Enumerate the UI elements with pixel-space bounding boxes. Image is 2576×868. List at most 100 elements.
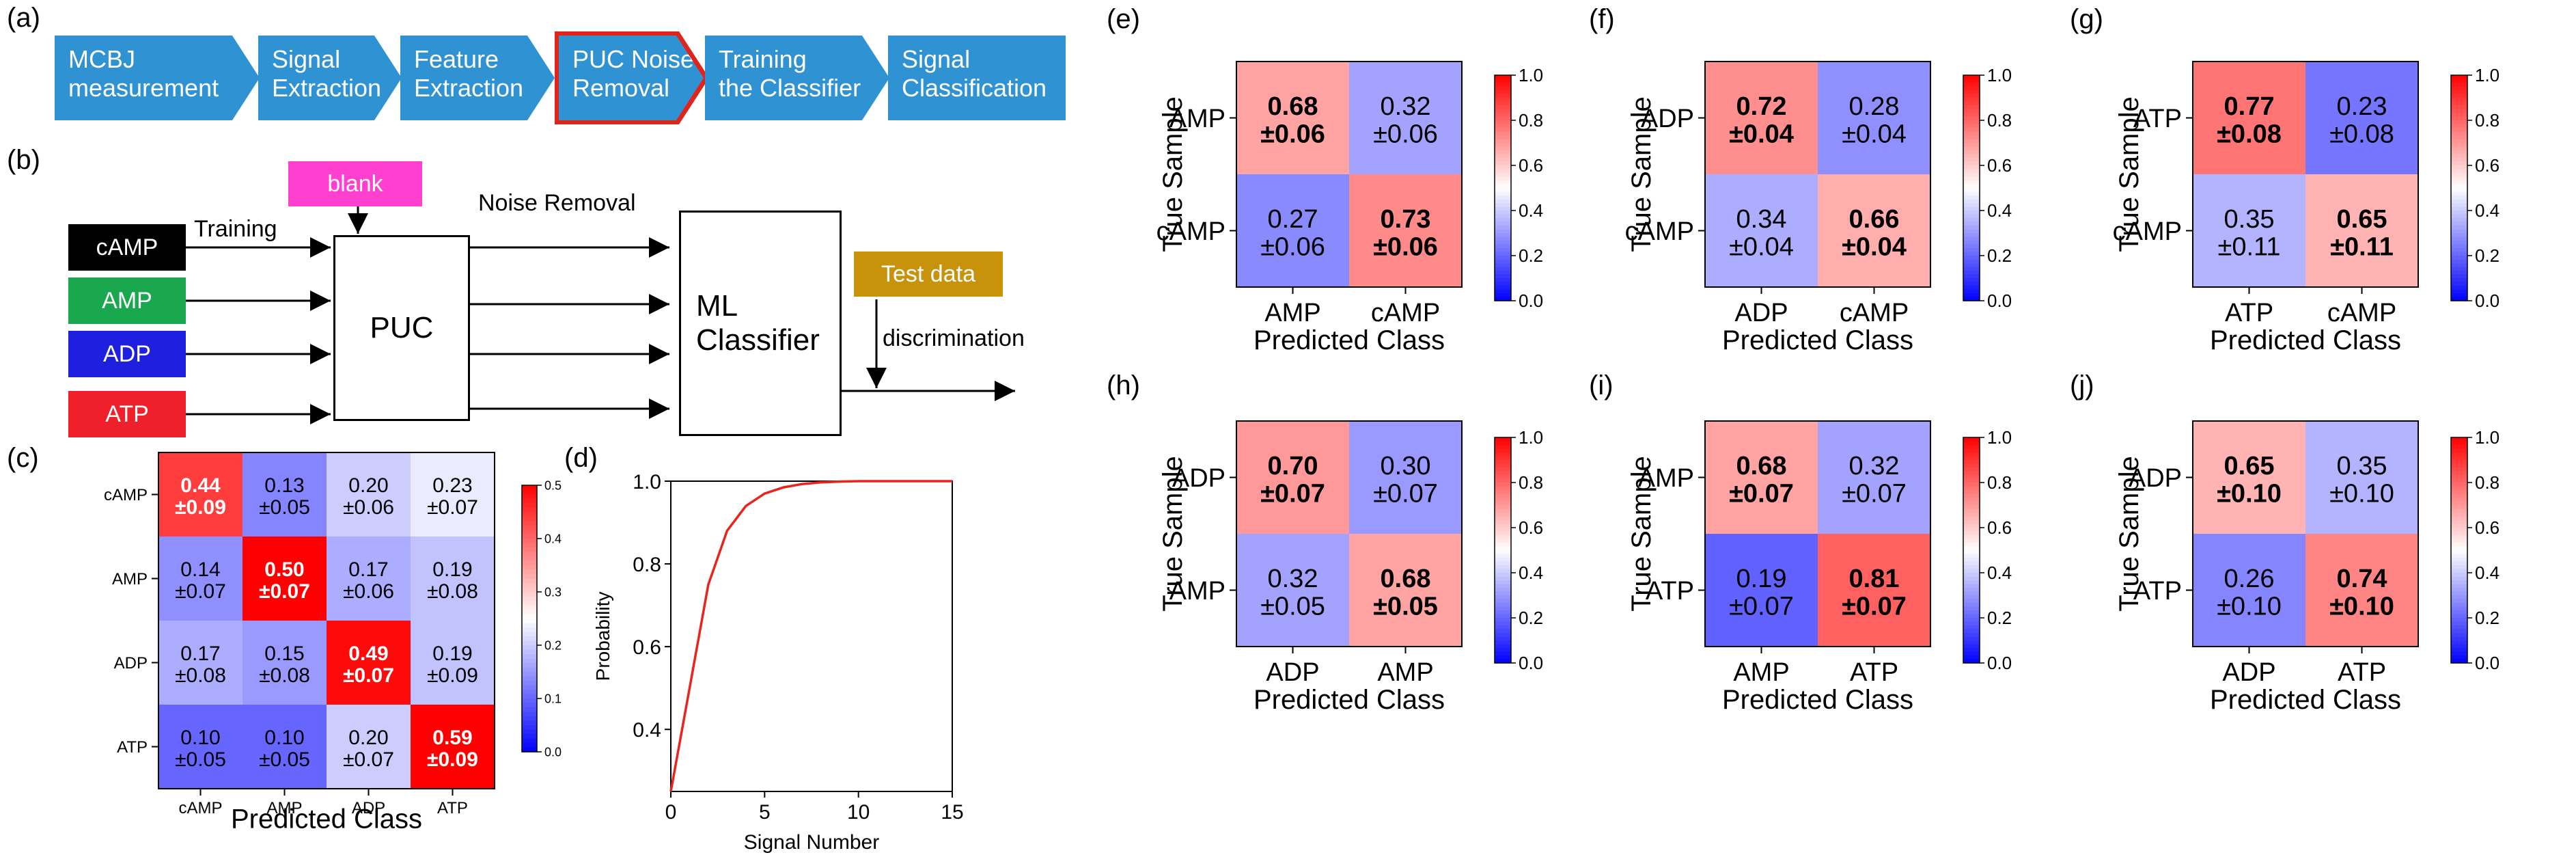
- cell-1-1: [1349, 174, 1462, 287]
- x-axis-label: Predicted Class: [231, 804, 422, 835]
- colorbar-segment: [1963, 445, 1980, 450]
- cell-0-0: [1236, 62, 1349, 174]
- colorbar-segment: [522, 699, 537, 704]
- colorbar-segment: [1495, 105, 1511, 110]
- colorbar-segment: [2451, 244, 2467, 249]
- colorbar-segment: [1495, 244, 1511, 249]
- cell-value-0-1: 0.13: [264, 474, 304, 497]
- row-label-0: AMP: [1169, 105, 1225, 133]
- colorbar-segment: [2451, 199, 2467, 204]
- colorbar-segment: [2451, 633, 2467, 638]
- colorbar-segment: [1495, 79, 1511, 83]
- cell-0-0: [1236, 421, 1349, 534]
- colorbar-frame: [1963, 74, 1980, 301]
- colorbar-label-5: 1.0: [2475, 65, 2499, 85]
- cell-error-1-1: ±0.06: [1373, 233, 1438, 262]
- colorbar-segment: [1495, 648, 1511, 653]
- colorbar-segment: [522, 663, 537, 668]
- cell-value-0-1: 0.30: [1381, 452, 1431, 480]
- colorbar-segment: [522, 543, 537, 548]
- colorbar-segment: [1963, 131, 1980, 136]
- cell-error-0-1: ±0.04: [1842, 120, 1907, 149]
- colorbar-segment: [2451, 452, 2467, 457]
- colorbar-segment: [2451, 618, 2467, 623]
- colorbar-segment: [1495, 165, 1511, 170]
- colorbar-label-4: 0.8: [1987, 472, 2012, 493]
- cell-value-0-2: 0.20: [348, 474, 388, 497]
- colorbar-segment: [2451, 180, 2467, 185]
- colorbar-segment: [1963, 191, 1980, 196]
- colorbar-segment: [1963, 173, 1980, 178]
- colorbar-segment: [2451, 256, 2467, 260]
- colorbar-segment: [1495, 505, 1511, 510]
- colorbar-segment: [1495, 113, 1511, 118]
- colorbar-segment: [2451, 236, 2467, 241]
- colorbar-segment: [1495, 483, 1511, 487]
- colorbar-segment: [1963, 561, 1980, 566]
- colorbar-segment: [2451, 603, 2467, 608]
- colorbar-segment: [1495, 90, 1511, 95]
- x-tick-label-2: 10: [847, 801, 870, 824]
- colorbar-segment: [1963, 241, 1980, 245]
- colorbar-segment: [1495, 101, 1511, 106]
- colorbar-segment: [2451, 543, 2467, 547]
- puc-label: PUC: [370, 311, 434, 344]
- colorbar-segment: [1963, 478, 1980, 483]
- col-label-0: cAMP: [178, 799, 222, 817]
- colorbar-segment: [1963, 614, 1980, 619]
- colorbar-segment: [2451, 218, 2467, 223]
- panel-label-d: (d): [564, 443, 598, 473]
- colorbar-label-2: 0.4: [1987, 562, 2012, 583]
- y-tick-label-3: 1.0: [633, 471, 661, 493]
- colorbar-frame: [1963, 437, 1980, 664]
- colorbar-segment: [522, 512, 537, 517]
- colorbar-segment: [1963, 498, 1980, 502]
- cell-value-0-1: 0.32: [1849, 452, 1900, 480]
- y-axis-label: True Sample: [1158, 96, 1188, 252]
- colorbar-segment: [2451, 83, 2467, 87]
- colorbar-segment: [2451, 460, 2467, 465]
- colorbar-segment: [522, 685, 537, 690]
- colorbar-segment: [2451, 614, 2467, 619]
- cell-0-1: [1349, 62, 1462, 174]
- row-label-1: ATP: [2133, 577, 2182, 606]
- colorbar-segment: [2451, 475, 2467, 480]
- cell-value-1-3: 0.19: [432, 558, 472, 581]
- colorbar-segment: [522, 658, 537, 664]
- colorbar-segment: [1963, 606, 1980, 611]
- colorbar-segment: [1963, 176, 1980, 181]
- colorbar-segment: [1495, 610, 1511, 615]
- y-axis-label: True Sample: [1626, 96, 1657, 252]
- colorbar-label-1: 0.2: [1987, 608, 2012, 628]
- colorbar-segment: [522, 578, 537, 584]
- colorbar-segment: [1963, 584, 1980, 588]
- colorbar-segment: [2451, 169, 2467, 174]
- colorbar-segment: [1495, 595, 1511, 600]
- colorbar-segment: [1495, 535, 1511, 540]
- colorbar-segment: [2451, 471, 2467, 476]
- colorbar-segment: [2451, 135, 2467, 140]
- colorbar-segment: [1495, 475, 1511, 480]
- colorbar-segment: [2451, 640, 2467, 645]
- cell-error-1-0: ±0.06: [1260, 233, 1325, 262]
- col-label-1: cAMP: [1840, 299, 1909, 327]
- colorbar-segment: [2451, 531, 2467, 536]
- chart-e: 0.68±0.060.32±0.060.27±0.060.73±0.06AMPc…: [1157, 61, 1543, 355]
- colorbar-segment: [1495, 83, 1511, 87]
- cell-0-0: [2193, 421, 2305, 534]
- colorbar-segment: [2451, 599, 2467, 603]
- col-label-0: AMP: [1733, 658, 1789, 687]
- colorbar-segment: [1495, 267, 1511, 271]
- colorbar-segment: [522, 729, 537, 735]
- colorbar-label-3: 0.6: [1519, 517, 1543, 538]
- col-label-1: cAMP: [1371, 299, 1440, 327]
- colorbar-segment: [1963, 516, 1980, 521]
- row-label-1: cAMP: [1625, 217, 1694, 246]
- colorbar-segment: [1495, 513, 1511, 517]
- colorbar-segment: [2451, 184, 2467, 189]
- cell-value-0-0: 0.70: [1268, 452, 1318, 480]
- colorbar-label-1: 0.2: [1519, 608, 1543, 628]
- colorbar-segment: [2451, 252, 2467, 256]
- cell-1-0: [1705, 534, 1818, 647]
- colorbar-segment: [2451, 651, 2467, 656]
